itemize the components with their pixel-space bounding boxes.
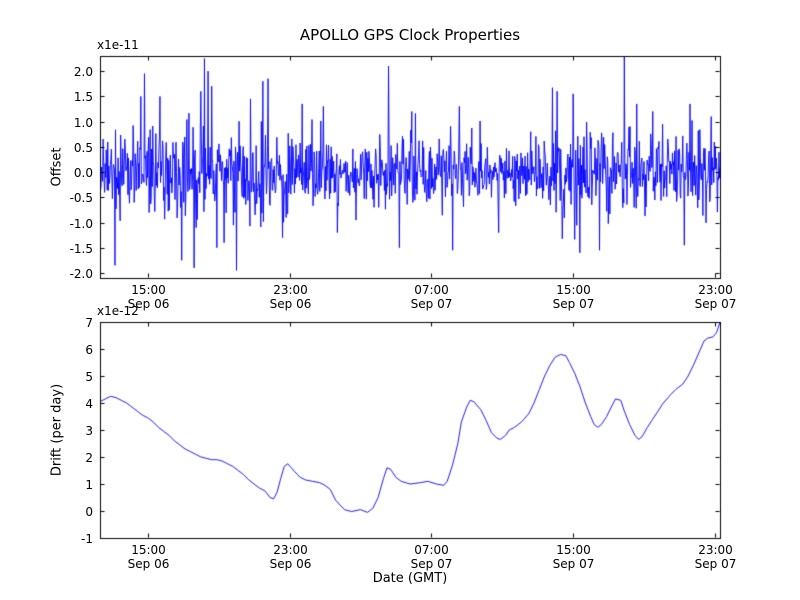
y-tick-label: 1 [85, 477, 93, 492]
top-y-axis-label: Offset [49, 147, 65, 187]
bottom-y-axis-label: Drift (per day) [49, 383, 65, 477]
x-tick-date: Sep 06 [269, 297, 312, 311]
x-tick-time: 15:00 [556, 543, 591, 557]
x-tick-time: 07:00 [414, 283, 449, 297]
y-tick-label: -0.5 [69, 190, 93, 205]
x-tick-date: Sep 07 [694, 297, 737, 311]
y-tick-label: 2 [85, 450, 93, 465]
x-tick-time: 23:00 [273, 283, 308, 297]
y-tick-label: 5 [85, 369, 93, 384]
x-tick-label: 23:00 Sep 06 [270, 543, 312, 571]
x-tick-label: 15:00 Sep 07 [553, 543, 595, 571]
x-tick-time: 07:00 [414, 543, 449, 557]
y-tick-label: 0.0 [73, 165, 93, 180]
y-tick-label: 0.5 [73, 140, 93, 155]
y-tick-label: -2.0 [69, 266, 93, 281]
x-tick-label: 15:00 Sep 06 [128, 543, 170, 571]
x-tick-date: Sep 07 [552, 557, 595, 571]
y-tick-label: 7 [85, 315, 93, 330]
x-tick-label: 15:00 Sep 06 [128, 283, 170, 311]
x-tick-label: 23:00 Sep 06 [270, 283, 312, 311]
x-tick-time: 23:00 [698, 543, 733, 557]
y-tick-label: 2.0 [73, 64, 93, 79]
y-tick-label: 1.0 [73, 115, 93, 130]
x-tick-time: 15:00 [556, 283, 591, 297]
x-tick-time: 23:00 [698, 283, 733, 297]
top-y-scale-label: x1e-11 [97, 38, 139, 52]
x-tick-date: Sep 07 [694, 557, 737, 571]
x-tick-date: Sep 07 [410, 557, 453, 571]
x-tick-label: 23:00 Sep 07 [695, 543, 737, 571]
y-tick-label: -1.0 [69, 216, 93, 231]
y-tick-label: -1.5 [69, 241, 93, 256]
x-axis-label: Date (GMT) [372, 571, 448, 586]
x-tick-date: Sep 06 [269, 557, 312, 571]
x-tick-label: 23:00 Sep 07 [695, 283, 737, 311]
y-tick-label: 4 [85, 396, 93, 411]
x-tick-date: Sep 06 [127, 557, 170, 571]
y-tick-label: 1.5 [73, 89, 93, 104]
x-tick-label: 07:00 Sep 07 [411, 283, 453, 311]
chart-title: APOLLO GPS Clock Properties [299, 26, 521, 44]
x-tick-time: 23:00 [273, 543, 308, 557]
x-tick-time: 15:00 [131, 543, 166, 557]
x-tick-label: 15:00 Sep 07 [553, 283, 595, 311]
x-tick-label: 07:00 Sep 07 [411, 543, 453, 571]
bottom-y-scale-label: x1e-12 [97, 304, 139, 318]
y-tick-label: 3 [85, 423, 93, 438]
x-tick-date: Sep 07 [410, 297, 453, 311]
x-tick-date: Sep 06 [127, 297, 170, 311]
y-tick-label: 6 [85, 342, 93, 357]
x-tick-date: Sep 07 [552, 297, 595, 311]
y-tick-label: -1 [81, 531, 93, 546]
x-tick-time: 15:00 [131, 283, 166, 297]
y-tick-label: 0 [85, 504, 93, 519]
